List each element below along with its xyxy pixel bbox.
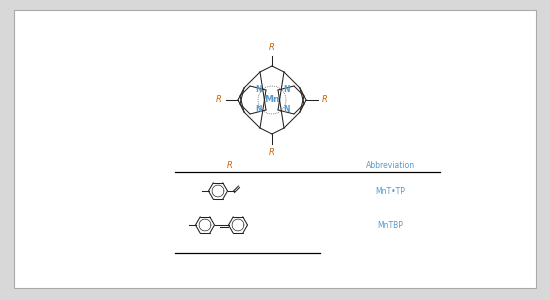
Text: N: N <box>283 85 289 94</box>
Text: R: R <box>216 95 222 104</box>
Text: R: R <box>269 43 275 52</box>
Text: R: R <box>322 95 328 104</box>
Text: N: N <box>255 106 261 115</box>
Text: R: R <box>269 148 275 157</box>
Text: N: N <box>255 85 261 94</box>
Text: Mn: Mn <box>264 95 280 104</box>
Text: MnTBP: MnTBP <box>377 220 403 230</box>
Text: Abbreviation: Abbreviation <box>365 160 415 169</box>
Text: R: R <box>227 160 233 169</box>
Text: MnT•TP: MnT•TP <box>375 187 405 196</box>
Text: N: N <box>283 106 289 115</box>
